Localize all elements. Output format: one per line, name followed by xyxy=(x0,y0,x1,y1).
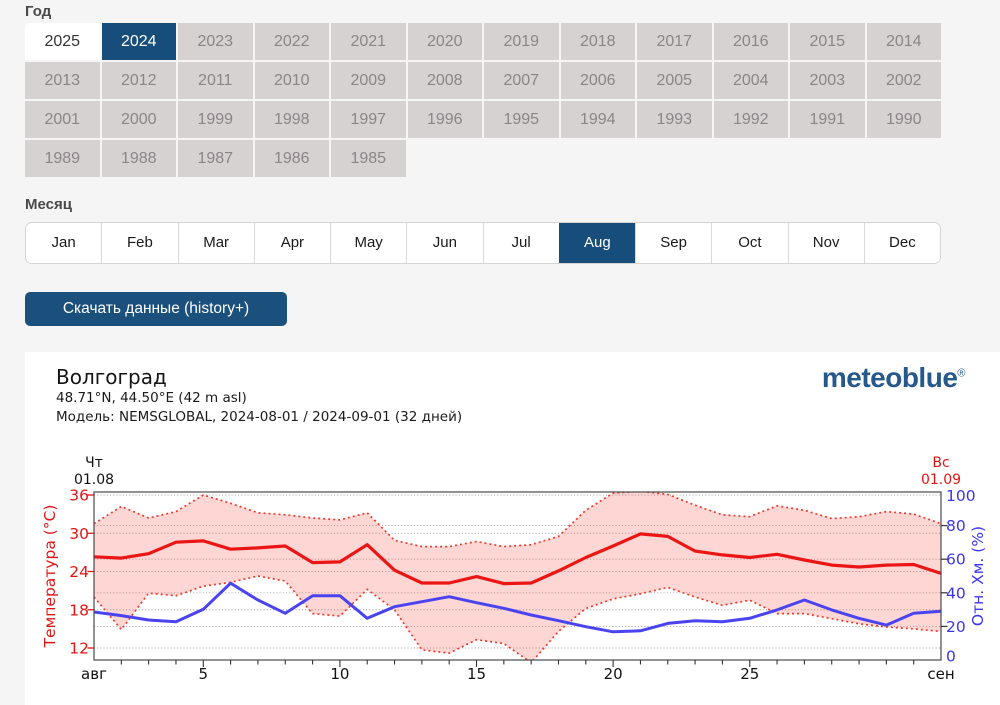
year-button-1989[interactable]: 1989 xyxy=(25,140,100,177)
year-button-1995[interactable]: 1995 xyxy=(484,101,559,138)
year-button-1985[interactable]: 1985 xyxy=(331,140,406,177)
svg-text:36: 36 xyxy=(69,487,89,505)
svg-text:12: 12 xyxy=(69,640,89,658)
chart-card: Волгоград 48.71°N, 44.50°E (42 m asl) Мо… xyxy=(25,352,1000,705)
year-button-2011[interactable]: 2011 xyxy=(178,62,253,99)
year-button-2010[interactable]: 2010 xyxy=(254,62,329,99)
svg-text:10: 10 xyxy=(330,665,349,683)
svg-text:30: 30 xyxy=(69,525,89,543)
svg-text:20: 20 xyxy=(946,618,966,636)
year-button-1999[interactable]: 1999 xyxy=(178,101,253,138)
year-button-2023[interactable]: 2023 xyxy=(178,23,253,60)
year-button-2007[interactable]: 2007 xyxy=(484,62,559,99)
month-bar: Jan Feb Mar Apr May Jun Jul Aug Sep Oct Nov Dec xyxy=(25,222,941,264)
year-button-1996[interactable]: 1996 xyxy=(407,101,482,138)
year-button-2022[interactable]: 2022 xyxy=(254,23,329,60)
year-button-2025[interactable]: 2025 xyxy=(25,23,100,60)
svg-text:0: 0 xyxy=(946,648,956,666)
year-button-2009[interactable]: 2009 xyxy=(331,62,406,99)
year-button-2019[interactable]: 2019 xyxy=(484,23,559,60)
month-button-nov[interactable]: Nov xyxy=(787,223,864,263)
year-button-2021[interactable]: 2021 xyxy=(331,23,406,60)
year-button-2004[interactable]: 2004 xyxy=(713,62,788,99)
year-button-2020[interactable]: 2020 xyxy=(407,23,482,60)
year-button-2024[interactable]: 2024 xyxy=(101,23,176,60)
svg-text:15: 15 xyxy=(467,665,486,683)
svg-text:5: 5 xyxy=(199,665,209,683)
download-history-button[interactable]: Скачать данные (history+) xyxy=(25,292,287,326)
month-button-mar[interactable]: Mar xyxy=(177,223,254,263)
year-button-2016[interactable]: 2016 xyxy=(713,23,788,60)
year-button-2005[interactable]: 2005 xyxy=(637,62,712,99)
svg-text:01.08: 01.08 xyxy=(74,472,114,488)
year-button-1990[interactable]: 1990 xyxy=(866,101,941,138)
year-button-1997[interactable]: 1997 xyxy=(331,101,406,138)
month-button-jul[interactable]: Jul xyxy=(482,223,559,263)
year-button-2003[interactable]: 2003 xyxy=(790,62,865,99)
year-button-1988[interactable]: 1988 xyxy=(101,140,176,177)
svg-text:Температура (°C): Температура (°C) xyxy=(41,505,59,649)
svg-text:80: 80 xyxy=(946,517,966,535)
svg-text:Вс: Вс xyxy=(932,455,949,471)
year-button-2002[interactable]: 2002 xyxy=(866,62,941,99)
weather-chart-canvas: 36 30 24 18 12 Температура (°C) 100 80 60 40 20 0 От… xyxy=(25,447,1000,705)
svg-text:авг: авг xyxy=(81,665,107,683)
month-button-feb[interactable]: Feb xyxy=(101,223,178,263)
month-label: Месяц xyxy=(25,196,72,213)
svg-text:100: 100 xyxy=(946,487,976,505)
year-button-1998[interactable]: 1998 xyxy=(254,101,329,138)
chart-coordinates: 48.71°N, 44.50°E (42 m asl) xyxy=(56,390,247,406)
month-button-apr[interactable]: Apr xyxy=(253,223,330,263)
year-label: Год xyxy=(25,3,52,20)
year-button-2006[interactable]: 2006 xyxy=(560,62,635,99)
month-button-sep[interactable]: Sep xyxy=(635,223,712,263)
svg-text:24: 24 xyxy=(69,563,89,581)
year-grid: 2025 2024 2023 2022 2021 2020 2019 2018 2017 2016… xyxy=(25,23,941,177)
year-button-2001[interactable]: 2001 xyxy=(25,101,100,138)
svg-text:Отн. Хм. (%): Отн. Хм. (%) xyxy=(969,526,987,626)
year-button-1992[interactable]: 1992 xyxy=(713,101,788,138)
svg-text:18: 18 xyxy=(69,601,89,619)
svg-text:25: 25 xyxy=(740,665,759,683)
year-button-2000[interactable]: 2000 xyxy=(101,101,176,138)
year-button-2012[interactable]: 2012 xyxy=(101,62,176,99)
svg-text:01.09: 01.09 xyxy=(921,472,961,488)
month-button-may[interactable]: May xyxy=(330,223,407,263)
chart-model-info: Модель: NEMSGLOBAL, 2024-08-01 / 2024-09… xyxy=(56,409,463,425)
month-button-jun[interactable]: Jun xyxy=(406,223,483,263)
year-button-2015[interactable]: 2015 xyxy=(790,23,865,60)
year-button-1994[interactable]: 1994 xyxy=(560,101,635,138)
year-button-2014[interactable]: 2014 xyxy=(866,23,941,60)
month-button-aug[interactable]: Aug xyxy=(558,223,635,263)
year-button-1986[interactable]: 1986 xyxy=(254,140,329,177)
month-button-oct[interactable]: Oct xyxy=(711,223,788,263)
year-button-1987[interactable]: 1987 xyxy=(178,140,253,177)
year-button-1993[interactable]: 1993 xyxy=(637,101,712,138)
meteoblue-logo: meteoblue® xyxy=(821,362,966,393)
svg-text:сен: сен xyxy=(927,665,954,683)
year-button-2008[interactable]: 2008 xyxy=(407,62,482,99)
year-button-2018[interactable]: 2018 xyxy=(560,23,635,60)
svg-text:Чт: Чт xyxy=(85,455,103,471)
month-button-dec[interactable]: Dec xyxy=(863,223,940,263)
year-button-1991[interactable]: 1991 xyxy=(790,101,865,138)
year-button-2017[interactable]: 2017 xyxy=(637,23,712,60)
svg-text:20: 20 xyxy=(604,665,623,683)
svg-text:40: 40 xyxy=(946,584,966,602)
svg-text:60: 60 xyxy=(946,551,966,569)
chart-location-title: Волгоград xyxy=(56,365,167,389)
year-button-2013[interactable]: 2013 xyxy=(25,62,100,99)
registered-mark: ® xyxy=(957,367,965,380)
month-button-jan[interactable]: Jan xyxy=(26,223,102,263)
